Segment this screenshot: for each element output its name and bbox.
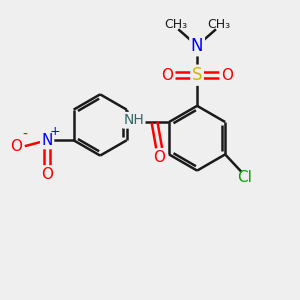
- Text: S: S: [192, 66, 202, 84]
- Text: O: O: [11, 139, 22, 154]
- Text: N: N: [41, 133, 53, 148]
- Text: O: O: [41, 167, 53, 182]
- Text: CH₃: CH₃: [164, 18, 187, 31]
- Text: +: +: [50, 125, 60, 138]
- Text: O: O: [221, 68, 233, 83]
- Text: NH: NH: [123, 113, 144, 127]
- Text: N: N: [191, 37, 203, 55]
- Text: CH₃: CH₃: [207, 18, 230, 31]
- Text: Cl: Cl: [237, 170, 252, 185]
- Text: -: -: [22, 128, 27, 141]
- Text: O: O: [161, 68, 173, 83]
- Text: O: O: [153, 150, 165, 165]
